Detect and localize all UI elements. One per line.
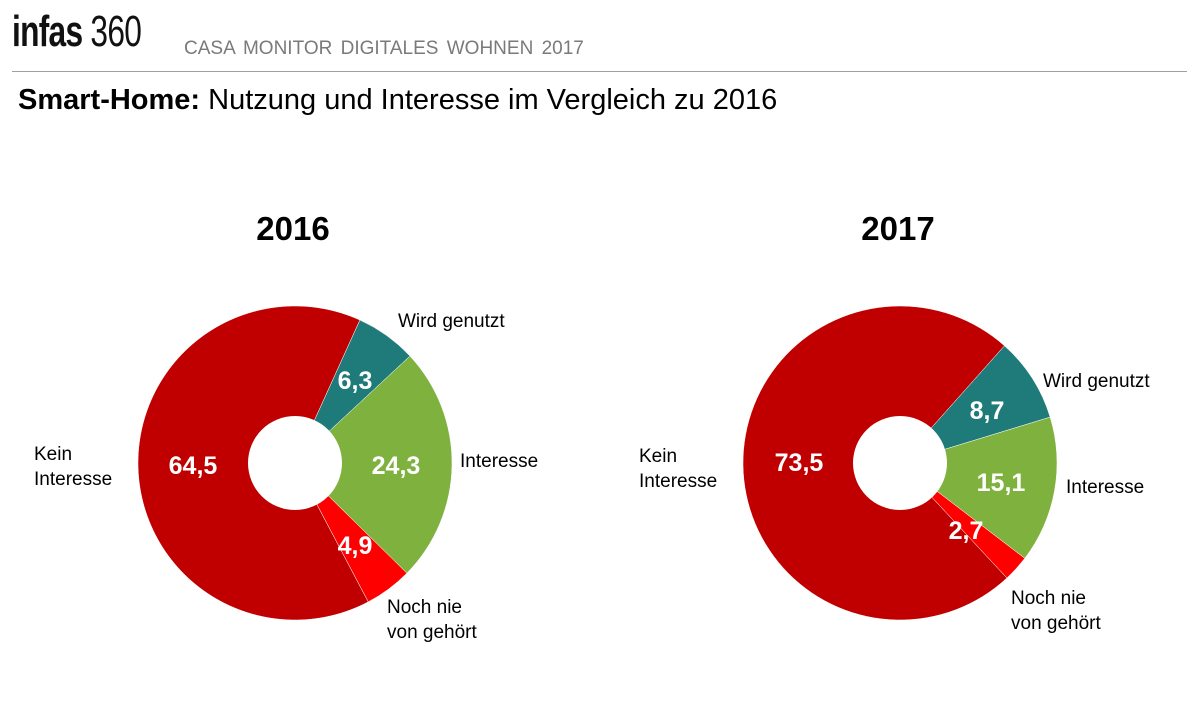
data-label: 2,7 (949, 517, 984, 545)
category-label: von gehört (1011, 613, 1102, 634)
data-label: 4,9 (338, 532, 373, 560)
category-label: Wird genutzt (1043, 371, 1150, 392)
chart-title: 2016 (256, 210, 329, 247)
page-title: Smart-Home: Nutzung und Interesse im Ver… (18, 84, 778, 116)
category-label: Interesse (460, 451, 538, 472)
category-label: Interesse (34, 469, 112, 490)
divider (12, 71, 1187, 72)
slice-wird-genutzt (899, 345, 1051, 464)
category-label: Noch nie (1011, 588, 1086, 609)
donut-hole (248, 416, 342, 510)
category-label: Noch nie (387, 597, 462, 618)
data-label: 24,3 (372, 452, 421, 480)
data-label: 6,3 (338, 367, 373, 395)
data-label: 15,1 (977, 469, 1026, 497)
chart-title: 2017 (861, 210, 934, 247)
slice-interesse (294, 355, 453, 574)
category-label: von gehört (387, 622, 478, 643)
category-label: Interesse (639, 471, 717, 492)
category-label: Kein (34, 444, 72, 465)
donut-hole (853, 416, 947, 510)
report-subtitle: CASA MONITOR DIGITALES WOHNEN 2017 (184, 38, 584, 59)
category-label: Kein (639, 446, 677, 467)
logo: infas 360 (12, 7, 142, 56)
category-label: Interesse (1066, 477, 1144, 498)
data-label: 73,5 (775, 449, 824, 477)
data-label: 8,7 (970, 397, 1005, 425)
data-label: 64,5 (169, 452, 218, 480)
category-label: Wird genutzt (398, 311, 505, 332)
